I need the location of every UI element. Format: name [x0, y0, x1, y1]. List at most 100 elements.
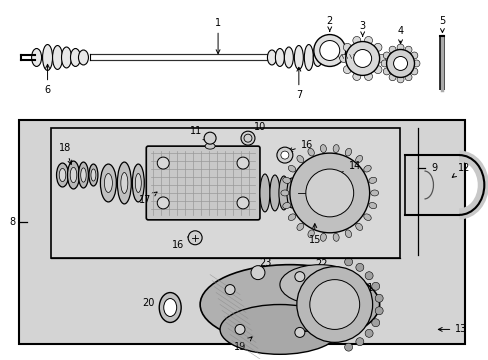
Circle shape [250, 266, 264, 280]
Circle shape [373, 66, 381, 73]
Circle shape [241, 131, 254, 145]
Ellipse shape [78, 50, 88, 65]
Ellipse shape [278, 176, 288, 210]
Text: 24: 24 [300, 318, 315, 334]
Text: 17: 17 [139, 192, 157, 205]
Circle shape [404, 46, 411, 53]
Circle shape [396, 76, 403, 83]
Text: 5: 5 [438, 15, 445, 32]
Text: 2: 2 [326, 15, 332, 31]
Ellipse shape [91, 169, 96, 181]
Text: 13: 13 [437, 324, 467, 334]
Circle shape [345, 41, 379, 75]
Circle shape [386, 50, 414, 77]
Ellipse shape [368, 202, 376, 209]
Ellipse shape [355, 223, 362, 230]
Circle shape [410, 52, 417, 59]
Ellipse shape [100, 164, 116, 202]
Ellipse shape [121, 172, 127, 193]
Ellipse shape [307, 148, 314, 156]
Text: 9: 9 [430, 163, 437, 173]
Ellipse shape [70, 167, 77, 183]
FancyBboxPatch shape [146, 146, 260, 220]
Circle shape [224, 285, 235, 294]
Ellipse shape [304, 45, 313, 71]
Ellipse shape [370, 190, 378, 196]
Circle shape [296, 267, 372, 342]
Ellipse shape [104, 174, 112, 193]
Text: 4: 4 [397, 26, 403, 44]
Ellipse shape [280, 190, 288, 196]
Ellipse shape [345, 230, 351, 238]
Ellipse shape [52, 45, 62, 69]
Text: 3: 3 [359, 21, 365, 36]
Circle shape [396, 44, 403, 51]
Circle shape [344, 258, 352, 266]
Circle shape [305, 169, 353, 217]
Circle shape [352, 72, 360, 80]
Text: 10: 10 [248, 122, 265, 136]
Ellipse shape [345, 148, 351, 156]
Text: 16: 16 [172, 237, 191, 250]
Ellipse shape [89, 164, 98, 186]
Circle shape [343, 66, 350, 73]
Circle shape [188, 231, 202, 245]
Ellipse shape [286, 178, 296, 208]
Ellipse shape [288, 165, 295, 172]
Ellipse shape [204, 143, 215, 149]
Ellipse shape [296, 223, 303, 230]
Ellipse shape [269, 175, 279, 211]
Text: 21: 21 [343, 283, 373, 294]
Bar [50, 128, 399, 258]
Circle shape [313, 35, 345, 67]
Circle shape [276, 147, 292, 163]
Ellipse shape [220, 305, 339, 354]
Ellipse shape [267, 50, 276, 65]
Ellipse shape [320, 233, 325, 241]
Circle shape [377, 54, 385, 62]
Text: 20: 20 [142, 297, 166, 308]
Circle shape [364, 72, 372, 80]
Text: 14: 14 [332, 161, 360, 176]
Circle shape [380, 60, 387, 67]
Ellipse shape [294, 45, 303, 69]
Circle shape [371, 319, 379, 327]
Ellipse shape [282, 202, 290, 209]
Ellipse shape [159, 293, 181, 323]
Ellipse shape [355, 156, 362, 163]
Circle shape [374, 294, 383, 302]
Circle shape [383, 68, 389, 75]
Ellipse shape [320, 145, 325, 153]
Text: 23: 23 [258, 258, 270, 270]
Circle shape [353, 50, 371, 67]
Circle shape [294, 272, 304, 282]
Circle shape [294, 328, 304, 337]
Ellipse shape [61, 47, 71, 68]
Circle shape [235, 324, 244, 334]
Circle shape [157, 197, 169, 209]
Circle shape [355, 338, 363, 346]
Text: 19: 19 [233, 337, 251, 352]
Circle shape [319, 41, 339, 60]
Ellipse shape [117, 162, 131, 204]
Ellipse shape [282, 177, 290, 183]
Ellipse shape [288, 214, 295, 220]
Ellipse shape [363, 165, 370, 172]
Text: 12: 12 [451, 163, 469, 177]
Text: 16: 16 [288, 140, 312, 152]
Ellipse shape [368, 177, 376, 183]
Ellipse shape [132, 164, 144, 202]
Circle shape [339, 54, 347, 62]
Ellipse shape [57, 163, 68, 187]
Text: 8: 8 [10, 217, 16, 227]
Ellipse shape [32, 49, 41, 67]
Circle shape [365, 329, 372, 337]
Circle shape [237, 157, 248, 169]
Ellipse shape [70, 49, 81, 67]
Circle shape [352, 36, 360, 44]
Ellipse shape [275, 49, 284, 67]
Circle shape [237, 197, 248, 209]
Ellipse shape [313, 49, 322, 67]
Ellipse shape [260, 174, 269, 212]
Ellipse shape [307, 230, 314, 238]
